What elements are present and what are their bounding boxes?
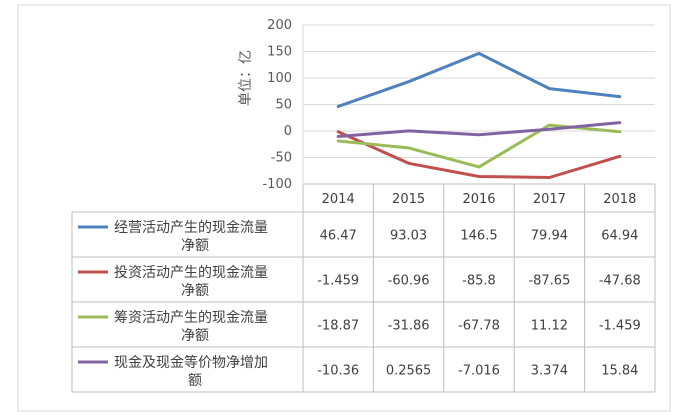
legend-label: 筹资活动产生的现金流量: [114, 309, 268, 326]
legend-label-cont: 净额: [181, 328, 209, 344]
series-line: [336, 51, 622, 108]
data-cell: -67.78: [458, 319, 500, 334]
x-tick-label: 2014: [322, 192, 355, 207]
x-tick-label: 2018: [603, 192, 636, 207]
data-cell: -7.016: [458, 364, 500, 379]
data-cell: 46.47: [320, 229, 357, 244]
y-tick-label: 0: [284, 124, 292, 139]
y-tick-label: 200: [267, 18, 292, 33]
data-cell: -1.459: [599, 319, 641, 334]
data-cell: -31.86: [388, 319, 430, 334]
data-cell: -85.8: [462, 274, 496, 289]
data-cell: -1.459: [317, 274, 359, 289]
x-tick-label: 2016: [462, 192, 495, 207]
legend-label: 现金及现金等价物净增加: [114, 354, 268, 371]
x-tick-label: 2017: [533, 192, 566, 207]
data-cell: -60.96: [388, 274, 430, 289]
series-line: [336, 121, 622, 138]
legend-label-cont: 额: [188, 373, 202, 389]
data-cell: 0.2565: [386, 364, 432, 379]
y-tick-label: 150: [267, 45, 292, 60]
y-tick-label: 50: [275, 98, 292, 113]
data-cell: 146.5: [460, 229, 497, 244]
data-cell: 3.374: [531, 364, 568, 379]
data-cell: 93.03: [390, 229, 427, 244]
series-line: [336, 130, 622, 179]
legend-label: 投资活动产生的现金流量: [114, 265, 268, 281]
legend-label-cont: 净额: [181, 238, 209, 254]
series-lines: [336, 51, 622, 179]
legend-label: 经营活动产生的现金流量: [114, 220, 268, 236]
y-axis-ticks: 200 150 100 50 0 -50 -100: [262, 18, 292, 192]
x-tick-label: 2015: [392, 192, 425, 207]
data-cell: 64.94: [601, 229, 638, 244]
data-cell: 11.12: [531, 319, 568, 334]
data-cell: -18.87: [317, 319, 359, 334]
y-tick-label: 100: [267, 71, 292, 86]
y-tick-label: -100: [262, 177, 292, 192]
legend-label-cont: 净额: [181, 283, 209, 299]
y-tick-label: -50: [271, 151, 292, 166]
data-cell: -47.68: [599, 274, 641, 289]
chart-border: [17, 4, 671, 412]
data-cell: -10.36: [317, 364, 359, 379]
data-cell: 15.84: [601, 364, 638, 379]
y-axis-label: 单位：亿: [238, 50, 254, 106]
data-cell: 79.94: [531, 229, 568, 244]
data-cell: -87.65: [528, 274, 570, 289]
